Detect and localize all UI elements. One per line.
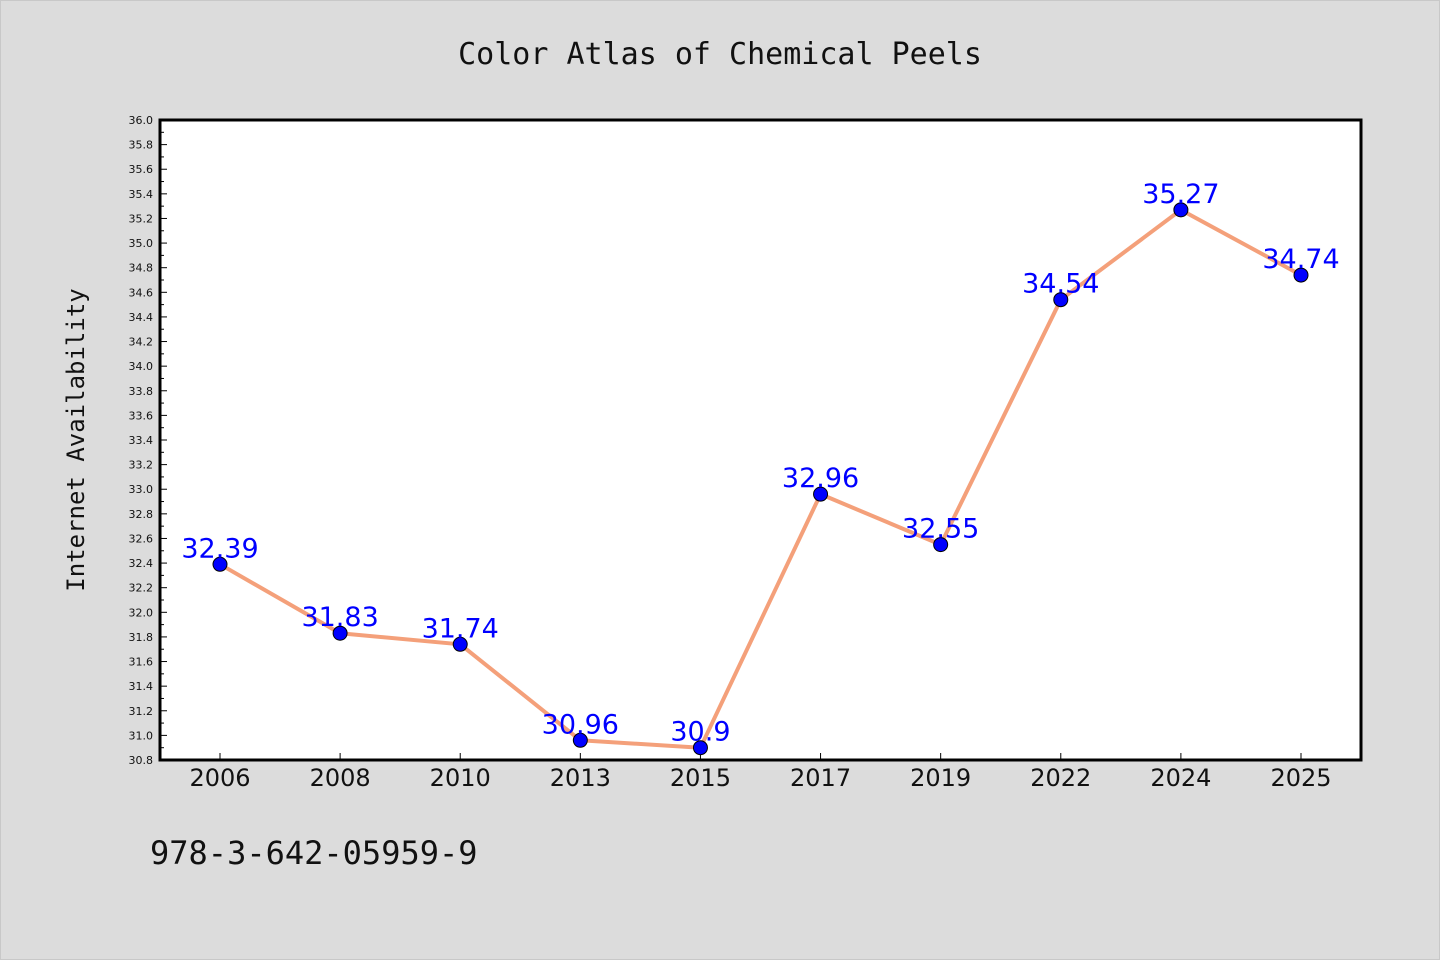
y-tick-label: 31.0 <box>129 729 154 742</box>
data-point-marker <box>933 537 949 553</box>
series-line <box>219 207 1302 750</box>
y-tick-label: 34.6 <box>129 286 154 299</box>
data-point-marker <box>332 625 348 641</box>
y-tick-label: 34.0 <box>129 360 154 373</box>
y-tick-label: 33.4 <box>129 434 154 447</box>
data-label: 31.83 <box>301 602 378 633</box>
y-tick-label: 35.8 <box>129 139 154 152</box>
footer-isbn: 978-3-642-05959-9 <box>150 834 478 872</box>
data-label: 32.39 <box>181 533 258 564</box>
y-tick-label: 31.6 <box>129 656 154 669</box>
data-label: 30.96 <box>542 709 619 740</box>
x-tick-label: 2017 <box>790 764 851 792</box>
y-tick-label: 32.6 <box>129 532 154 545</box>
data-label: 32.96 <box>782 463 859 494</box>
series-layer: 32.39 31.83 31.74 30.96 30.9 32.96 32.55 34.54 3… <box>181 179 1340 756</box>
y-tick-label: 35.6 <box>129 163 154 176</box>
y-tick-label: 35.0 <box>129 237 154 250</box>
data-label: 34.54 <box>1022 269 1099 300</box>
y-tick-label: 31.2 <box>129 705 154 718</box>
y-tick-label: 31.8 <box>129 631 154 644</box>
y-tick-label: 32.2 <box>129 582 154 595</box>
x-tick-label: 2013 <box>550 764 611 792</box>
data-label: 30.9 <box>670 717 730 748</box>
y-tick-label: 32.8 <box>129 508 154 521</box>
data-point-marker <box>1053 292 1069 308</box>
data-point-marker <box>692 740 708 756</box>
y-tick-label: 35.2 <box>129 212 154 225</box>
x-tick-label: 2008 <box>310 764 371 792</box>
data-point-marker <box>1173 202 1189 218</box>
x-tick-label: 2015 <box>670 764 731 792</box>
chart-title: Color Atlas of Chemical Peels <box>458 37 982 72</box>
data-label: 35.27 <box>1142 179 1219 210</box>
x-tick-label: 2025 <box>1270 764 1331 792</box>
data-point-marker <box>813 486 829 502</box>
y-tick-label: 33.0 <box>129 483 154 496</box>
y-tick-label: 34.4 <box>129 311 154 324</box>
y-tick-label: 31.4 <box>129 680 154 693</box>
y-tick-label: 33.8 <box>129 385 154 398</box>
x-tick-label: 2010 <box>430 764 491 792</box>
y-tick-label: 33.6 <box>129 409 154 422</box>
x-tick-label: 2019 <box>910 764 971 792</box>
y-tick-label: 30.8 <box>129 754 154 767</box>
y-tick-label: 32.4 <box>129 557 154 570</box>
y-tick-label: 36.0 <box>129 114 154 127</box>
y-tick-label: 33.2 <box>129 459 154 472</box>
data-label: 34.74 <box>1262 244 1339 275</box>
data-point-marker <box>1293 267 1309 283</box>
data-point-marker <box>452 636 468 652</box>
y-axis-label: Internet Availability <box>62 288 90 591</box>
data-point-marker <box>572 732 588 748</box>
y-tick-label: 35.4 <box>129 188 154 201</box>
x-axis-ticks: 2006 2008 2010 2013 2015 2017 2019 2022 2024 2025 <box>189 753 1332 792</box>
x-tick-label: 2024 <box>1150 764 1211 792</box>
y-tick-label: 34.8 <box>129 262 154 275</box>
data-label: 31.74 <box>422 613 499 644</box>
x-tick-label: 2006 <box>189 764 250 792</box>
data-label: 32.55 <box>902 514 979 545</box>
y-tick-label: 32.0 <box>129 606 154 619</box>
data-point-marker <box>212 556 228 572</box>
x-tick-label: 2022 <box>1030 764 1091 792</box>
y-tick-label: 34.2 <box>129 336 154 349</box>
y-axis-ticks: 30.8 31.0 31.2 31.4 31.6 31.8 32.0 32.2 32.4 32.6… <box>129 114 167 767</box>
